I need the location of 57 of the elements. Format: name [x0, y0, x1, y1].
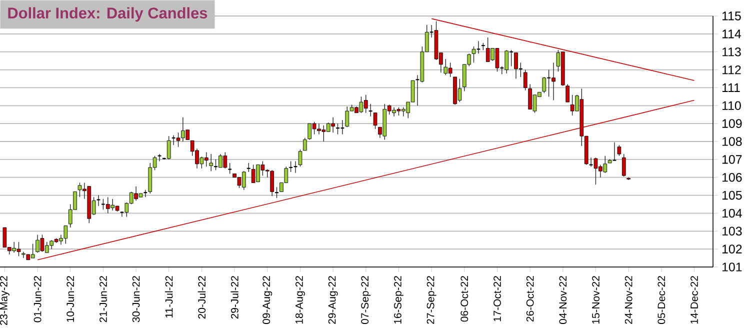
candlestick [622, 154, 626, 177]
y-tick-label: 107 [722, 155, 742, 164]
x-tick-label: 20-Jul-22 [198, 276, 206, 319]
x-tick-label: 09-Aug-22 [262, 276, 272, 324]
x-tick-label: 30-Jun-22 [132, 276, 140, 322]
x-tick-label: 15-Nov-22 [592, 276, 600, 324]
x-tick-label: 04-Nov-22 [559, 276, 567, 324]
candlestick [214, 159, 218, 170]
y-tick-label: 112 [722, 65, 741, 74]
candlestick [340, 120, 345, 135]
x-tick-label: 14-Dec-22 [690, 276, 698, 324]
x-tick-label: 07-Sep-22 [361, 276, 371, 324]
y-tick-label: 109 [722, 119, 742, 128]
y-tick-label: 110 [722, 101, 741, 110]
candlestick [288, 160, 294, 172]
y-tick-label: 106 [722, 172, 742, 182]
candlestick [472, 46, 476, 63]
x-tick-label: 11-Jul-22 [165, 276, 173, 318]
x-tick-label: 06-Oct-22 [460, 276, 468, 322]
x-tick-label: 26-Oct-22 [526, 276, 534, 322]
x-tick-label: 29-Aug-22 [328, 276, 338, 324]
y-tick-label: 111 [722, 83, 740, 92]
candlestick [373, 112, 378, 130]
candlestick [274, 186, 279, 198]
candlestick [617, 144, 622, 156]
x-tick-label: 23-May-22 [0, 276, 10, 325]
x-tick-label: 27-Sep-22 [426, 276, 436, 324]
candlestick [96, 194, 101, 206]
y-tick-label: 108 [722, 137, 742, 146]
x-tick-label: 24-Nov-22 [624, 276, 632, 324]
y-tick-label: 102 [722, 244, 742, 254]
y-tick-label: 103 [722, 226, 742, 236]
chart-title: Dollar Index: Daily Candles [8, 7, 208, 22]
candlestick [302, 138, 307, 151]
x-tick-label: 21-Jun-22 [100, 276, 107, 322]
x-tick-label: 29-Jul-22 [230, 276, 238, 319]
x-tick-label: 16-Sep-22 [394, 276, 404, 324]
candlestick [336, 123, 340, 135]
y-tick-label: 105 [722, 190, 742, 200]
candlestick [542, 76, 546, 94]
x-tick-label: 01-Jun-22 [34, 276, 42, 322]
candlestick [209, 154, 213, 172]
candlestick [368, 104, 373, 117]
x-tick-label: 17-Oct-22 [494, 276, 501, 322]
y-tick-label: 115 [722, 12, 741, 20]
y-tick-label: 113 [722, 47, 741, 56]
y-tick-label: 114 [722, 30, 742, 38]
candlestick [228, 162, 232, 174]
x-tick-label: 05-Dec-22 [658, 276, 666, 324]
candlestick [166, 136, 171, 160]
candlestick [523, 69, 528, 91]
x-tick-label: 10-Jun-22 [66, 276, 74, 322]
candlestick [566, 84, 570, 102]
candlestick [298, 149, 302, 167]
y-tick-label: 104 [722, 208, 742, 218]
x-tick-label: 18-Aug-22 [295, 276, 305, 324]
y-tick-label: 101 [722, 262, 742, 272]
